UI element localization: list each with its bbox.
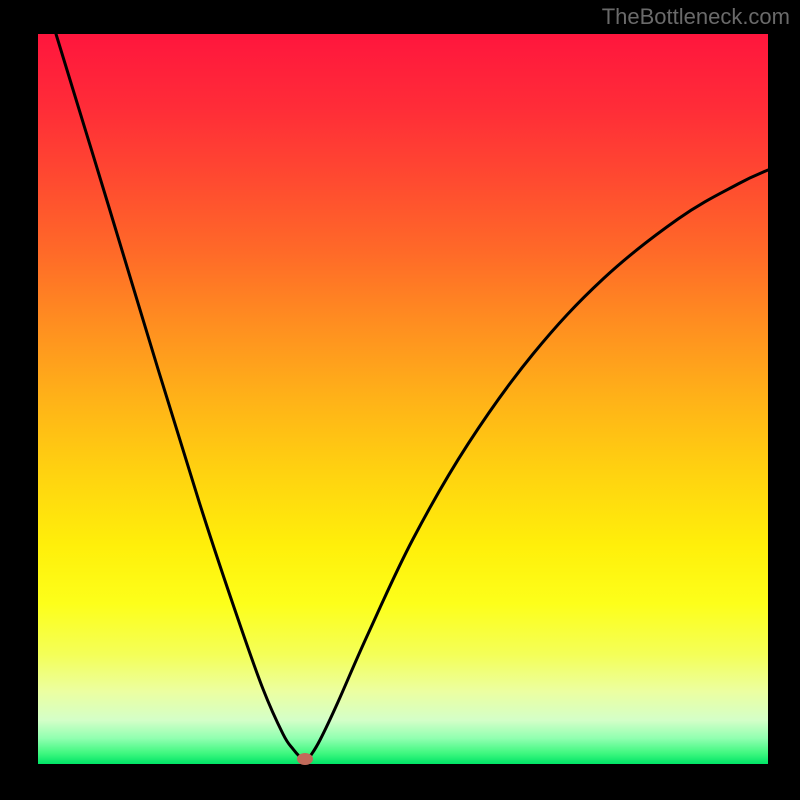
curve-path bbox=[56, 34, 768, 762]
watermark-text: TheBottleneck.com bbox=[602, 4, 790, 30]
plot-area bbox=[38, 34, 768, 764]
chart-canvas: TheBottleneck.com bbox=[0, 0, 800, 800]
bottleneck-curve bbox=[38, 34, 768, 764]
optimal-point-marker bbox=[297, 753, 313, 765]
